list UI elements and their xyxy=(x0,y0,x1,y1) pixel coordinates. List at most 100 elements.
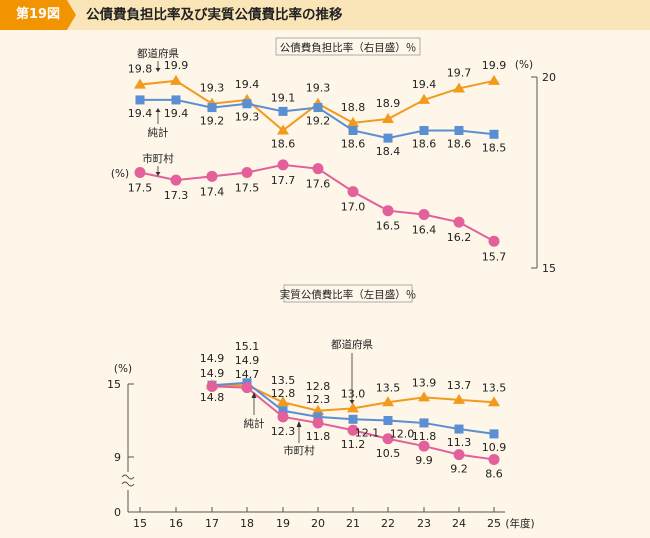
chart1-pref-label-15: 19.8 xyxy=(128,63,153,76)
chart1-pref-point-16 xyxy=(170,74,182,85)
x-axis-unit: (年度) xyxy=(505,517,534,530)
chart1-muni-label-20: 17.6 xyxy=(306,178,331,191)
chart2-muni-point-17 xyxy=(206,380,218,392)
chart2-ytick-label-0: 0 xyxy=(114,506,121,519)
x-axis-label-22: 22 xyxy=(381,517,395,530)
chart1-title: 公債費負担比率（右目盛）％ xyxy=(280,41,417,54)
x-axis-label-23: 23 xyxy=(417,517,431,530)
chart2-label-17-pref: 14.9 xyxy=(200,352,225,365)
chart2-label-19-net: 12.8 xyxy=(271,387,296,400)
chart1-muni-point-18 xyxy=(241,167,253,178)
chart1-net-label-20: 19.2 xyxy=(306,115,331,128)
chart2-label-net-21: 12.1 xyxy=(355,426,380,439)
chart1-pref-point-15 xyxy=(134,78,146,89)
chart1-annotation-muni-arrow-head xyxy=(155,172,161,176)
chart2-net-point-24 xyxy=(454,424,464,434)
chart2-label-18-pref: 14.9 xyxy=(235,354,260,367)
chart2-title-box xyxy=(283,284,413,303)
chart2-axis-break-mark xyxy=(121,474,135,487)
chart1-pref-label-22: 18.9 xyxy=(376,97,401,110)
chart1-pref-label-17: 19.3 xyxy=(200,82,225,95)
chart2-pref-point-25 xyxy=(488,396,500,407)
chart1-pref-point-23 xyxy=(418,93,430,104)
chart2-annotation-muni-arrow-head xyxy=(296,421,302,427)
chart1-net-point-17 xyxy=(207,103,217,113)
chart1-muni-label-22: 16.5 xyxy=(376,220,401,233)
chart1-muni-label-25: 15.7 xyxy=(482,250,507,263)
chart1-muni-label-17: 17.4 xyxy=(200,185,225,198)
chart1-title-box xyxy=(275,37,421,56)
chart1-net-label-15: 19.4 xyxy=(128,107,153,120)
chart2-label-pref-22: 13.5 xyxy=(376,381,401,394)
chart1-pref-label-23: 19.4 xyxy=(412,78,437,91)
chart2-label-net-25: 10.9 xyxy=(482,441,507,454)
chart1-annotation-net: 純計 xyxy=(148,126,169,139)
chart1-net-label-17: 19.2 xyxy=(200,115,225,128)
chart2-label-pref-24: 13.7 xyxy=(447,379,472,392)
chart1-annotation-net-arrow-head xyxy=(155,108,161,112)
chart2-muni-point-23 xyxy=(418,440,430,452)
chart1-muni-label-16: 17.3 xyxy=(164,189,189,202)
chart1-muni-label-21: 17.0 xyxy=(341,201,366,214)
chart1-pref-label-24: 19.7 xyxy=(447,66,472,79)
chart2-label-muni-22: 10.5 xyxy=(376,447,401,460)
chart1-muni-point-16 xyxy=(170,174,182,186)
chart1-net-point-25 xyxy=(489,129,499,139)
chart2-label-20-net: 12.3 xyxy=(306,393,331,406)
chart1-net-point-20 xyxy=(313,103,323,113)
chart1-pref-label-16: 19.9 xyxy=(164,59,189,72)
chart2-pref-point-21 xyxy=(347,402,359,413)
chart1-muni-label-18: 17.5 xyxy=(235,182,260,195)
chart2-muni-point-24 xyxy=(453,449,465,461)
chart1-annotation-muni: 市町村 xyxy=(142,152,174,165)
chart2-ytick-label-9: 9 xyxy=(114,451,121,464)
chart2-label-muni-24: 9.2 xyxy=(450,463,468,476)
x-axis-label-19: 19 xyxy=(276,517,290,530)
x-axis-label-16: 16 xyxy=(169,517,183,530)
chart2-net-point-19 xyxy=(278,406,288,416)
chart1-tick-label-20: 20 xyxy=(542,71,556,84)
chart1-pref-label-21: 18.8 xyxy=(341,101,366,114)
chart1-net-point-15 xyxy=(135,95,145,105)
debt-ratio-chart: 公債費負担比率（右目盛）％ 20 15 (%) 19.8 19.9 19.3 19.4 18.6… xyxy=(107,37,556,530)
chart2-net-point-25 xyxy=(489,429,499,439)
chart1-pref-label-18: 19.4 xyxy=(235,78,260,91)
x-axis-label-18: 18 xyxy=(240,517,254,530)
chart1-net-point-22 xyxy=(383,133,393,143)
chart2-net-point-20 xyxy=(313,412,323,422)
chart2-title: 実質公債費比率（左目盛）％ xyxy=(280,288,417,301)
chart1-net-point-16 xyxy=(171,95,181,105)
chart1-net-point-19 xyxy=(278,106,288,116)
chart1-net-label-23: 18.6 xyxy=(412,137,437,150)
chart2-label-20-pref: 12.8 xyxy=(306,380,331,393)
chart2-muni-point-20 xyxy=(312,417,324,429)
chart2-pref-point-19 xyxy=(277,396,289,407)
chart2-label-17-muni: 14.8 xyxy=(200,391,225,404)
chart2-label-pref-25: 13.5 xyxy=(482,381,507,394)
figure-number-badge: 第19図 xyxy=(0,0,76,30)
chart2-muni-point-22 xyxy=(382,433,394,445)
chart2-net-point-22 xyxy=(383,416,393,426)
chart1-net-point-21 xyxy=(348,125,358,135)
chart2-annotation-pref: 都道府県 xyxy=(331,338,373,351)
chart2-muni-point-21 xyxy=(347,424,359,436)
x-axis-label-20: 20 xyxy=(311,517,325,530)
x-axis-label-25: 25 xyxy=(487,517,501,530)
chart1-net-point-24 xyxy=(454,125,464,135)
chart1-pref-point-22 xyxy=(382,113,394,124)
chart2-annotation-net-arrow-head xyxy=(251,392,257,398)
chart2-label-muni-21: 11.2 xyxy=(341,438,366,451)
chart1-pref-label-19: 18.6 xyxy=(271,137,296,150)
chart2-annotation-pref-arrow-head xyxy=(349,400,355,404)
chart1-line-muni xyxy=(139,163,495,243)
chart1-net-label-24: 18.6 xyxy=(447,137,472,150)
chart2-label-net-24: 11.3 xyxy=(447,436,472,449)
chart1-pref-label-20: 19.3 xyxy=(306,82,331,95)
chart1-pref-point-19 xyxy=(277,124,289,135)
chart2-annotation-net: 純計 xyxy=(244,417,265,430)
x-axis-label-21: 21 xyxy=(346,517,360,530)
chart1-muni-point-20 xyxy=(312,163,324,175)
chart1-net-label-19: 19.1 xyxy=(271,91,296,104)
x-axis-label-17: 17 xyxy=(205,517,219,530)
chart1-net-point-23 xyxy=(419,125,429,135)
